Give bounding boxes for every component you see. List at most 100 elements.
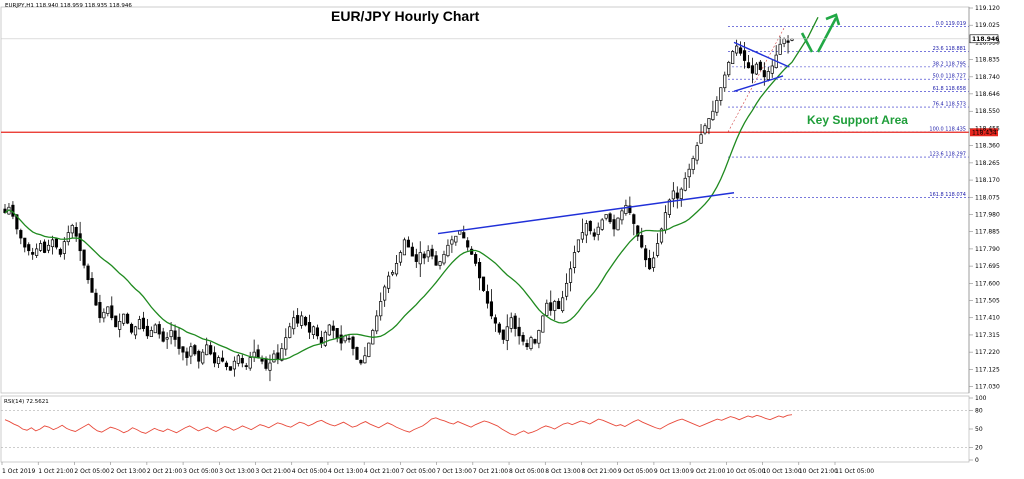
bull-candle xyxy=(545,302,549,316)
bear-candle xyxy=(126,313,130,324)
rsi-label: RSI(14) 72.5621 xyxy=(4,399,49,405)
bull-candle xyxy=(216,357,221,364)
bear-candle xyxy=(94,292,98,306)
bear-candle xyxy=(114,315,118,328)
bull-candle xyxy=(707,118,711,129)
bull-candle xyxy=(766,71,770,80)
bear-candle xyxy=(335,328,339,339)
bull-candle xyxy=(695,145,699,161)
bull-candle xyxy=(311,326,316,336)
bull-candle xyxy=(323,331,327,346)
bull-candle xyxy=(387,275,391,289)
price-axis: 119.120119.025118.930118.835118.740118.6… xyxy=(1,5,1000,393)
rsi-tick-label: 20 xyxy=(975,445,983,452)
bull-candle xyxy=(770,65,774,74)
rsi-tick-label: 100 xyxy=(975,395,987,402)
bull-candle xyxy=(106,306,110,314)
bull-candle xyxy=(604,214,608,219)
bull-candle xyxy=(153,324,157,334)
bull-candle xyxy=(723,74,727,89)
fib-level-label: 38.2 118.795 xyxy=(933,61,966,67)
price-tick-label: 118.265 xyxy=(975,160,1000,167)
time-tick-label: 11 Oct 05:00 xyxy=(835,468,874,475)
fib-level-label: 100.0 118.435 xyxy=(929,127,966,133)
bear-candle xyxy=(474,254,478,264)
fib-level-label: 0.0 119.019 xyxy=(936,21,966,27)
bear-candle xyxy=(557,300,561,310)
bear-candle xyxy=(90,278,94,293)
bull-candle xyxy=(398,252,403,263)
bear-candle xyxy=(351,336,355,349)
bear-candle xyxy=(181,346,185,353)
bear-candle xyxy=(331,325,335,331)
bear-candle xyxy=(742,50,747,61)
time-tick-label: 8 Oct 05:00 xyxy=(509,468,544,475)
time-tick-label: 2 Oct 05:00 xyxy=(74,468,109,475)
bear-candle xyxy=(319,337,323,344)
bear-candle xyxy=(161,331,165,342)
bull-candle xyxy=(102,311,106,319)
trendlines xyxy=(437,41,790,235)
triangle-upper-line xyxy=(733,41,790,68)
bear-candle xyxy=(648,257,652,270)
price-tick-label: 118.075 xyxy=(975,194,1000,201)
bear-candle xyxy=(31,252,35,255)
bull-candle xyxy=(252,351,256,358)
bear-candle xyxy=(513,315,517,329)
bull-candle xyxy=(691,157,695,170)
fib-level-label: 61.8 118.658 xyxy=(933,86,966,92)
direction-arrows xyxy=(800,13,841,53)
bear-candle xyxy=(256,349,260,358)
bear-candle xyxy=(406,239,410,248)
bull-candle xyxy=(667,199,671,215)
fib-level-label: 123.6 118.297 xyxy=(929,152,966,158)
bear-candle xyxy=(98,302,102,319)
time-tick-label: 7 Oct 21:00 xyxy=(473,468,508,475)
bull-candle xyxy=(189,346,193,357)
bull-candle xyxy=(782,38,786,44)
price-tick-label: 117.980 xyxy=(975,211,1000,218)
price-tick-label: 118.360 xyxy=(975,143,1000,150)
bear-candle xyxy=(493,317,497,324)
time-tick-label: 7 Oct 05:00 xyxy=(400,468,435,475)
price-tick-label: 117.505 xyxy=(975,298,1000,305)
bear-candle xyxy=(141,317,145,329)
bull-candle xyxy=(568,268,573,283)
bull-candle xyxy=(165,337,169,340)
bull-candle xyxy=(754,63,758,75)
bear-candle xyxy=(762,70,766,78)
bull-candle xyxy=(703,125,707,134)
time-tick-label: 1 Oct 2019 xyxy=(2,468,35,475)
rsi-tick-label: 80 xyxy=(975,407,983,414)
bull-candle xyxy=(149,330,153,337)
price-tick-label: 118.646 xyxy=(975,91,1000,98)
rsi-tick-label: 0 xyxy=(975,457,979,464)
bear-candle xyxy=(307,322,312,333)
time-tick-label: 3 Oct 21:00 xyxy=(256,468,291,475)
bull-candle xyxy=(679,188,683,199)
bull-candle xyxy=(402,239,407,256)
bear-candle xyxy=(489,301,494,317)
price-tick-label: 117.600 xyxy=(975,280,1000,287)
bear-candle xyxy=(588,220,592,232)
bull-candle xyxy=(446,244,450,257)
bull-candle xyxy=(35,248,39,256)
time-tick-label: 10 Oct 21:00 xyxy=(799,468,838,475)
bear-candle xyxy=(485,291,490,304)
bull-candle xyxy=(778,43,782,55)
bull-candle xyxy=(553,301,557,311)
bull-candle xyxy=(39,243,43,251)
bear-candle xyxy=(750,65,755,74)
bear-candle xyxy=(414,254,418,262)
bull-candle xyxy=(66,232,70,243)
bear-candle xyxy=(129,323,134,333)
time-tick-label: 9 Oct 05:00 xyxy=(618,468,653,475)
time-tick-label: 8 Oct 13:00 xyxy=(545,468,580,475)
price-tick-label: 117.695 xyxy=(975,263,1000,270)
rsi-tick-label: 50 xyxy=(975,426,983,433)
bear-candle xyxy=(462,232,466,239)
bull-candle xyxy=(272,353,276,363)
price-tick-label: 117.410 xyxy=(975,315,1000,322)
bear-candle xyxy=(23,237,27,248)
bear-candle xyxy=(74,227,78,237)
